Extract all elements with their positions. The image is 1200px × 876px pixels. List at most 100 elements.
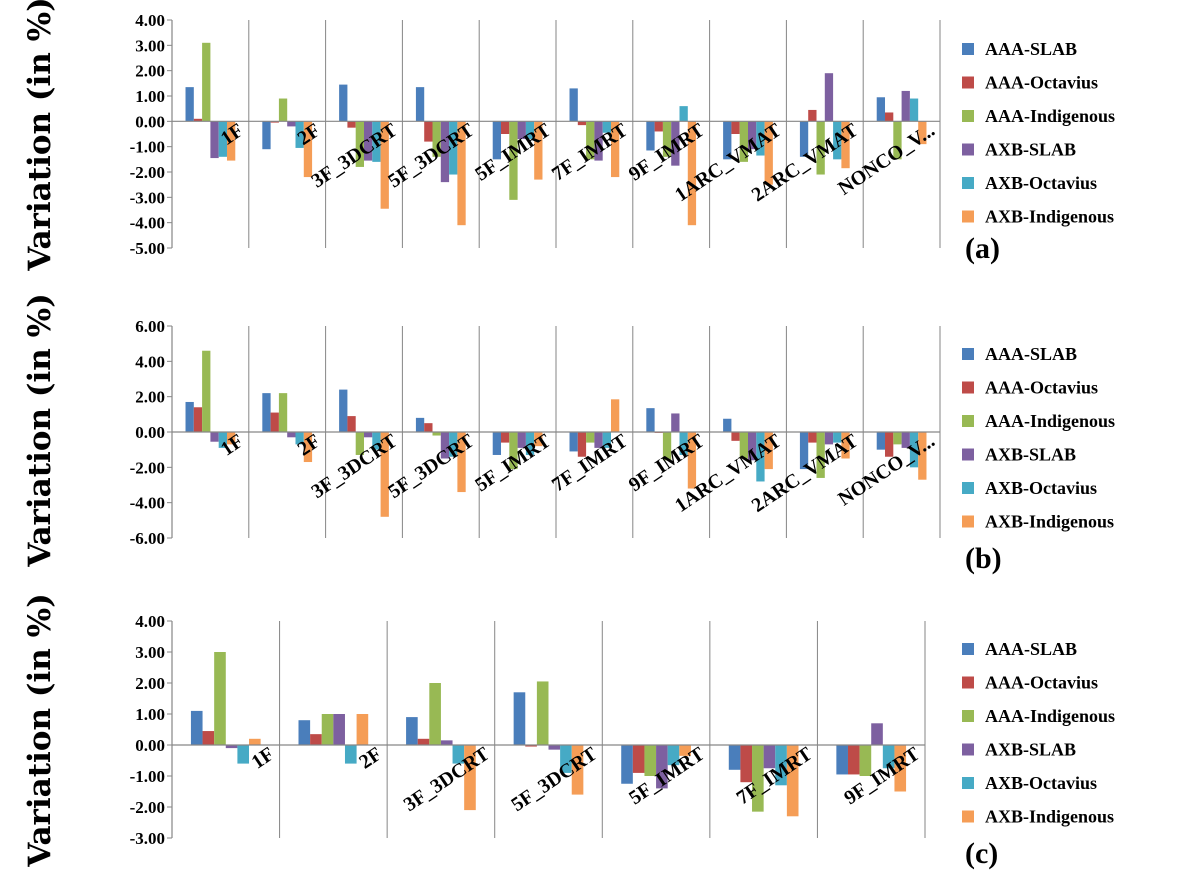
bar-axb-octavius-2arc-vmat [833,121,842,160]
bar-axb-slab-3f-3dcrt [364,432,373,438]
legend-swatch [962,515,974,528]
bar-aaa-indigenous-2arc-vmat [816,432,825,478]
bar-axb-octavius-2f [295,121,304,148]
bar-aaa-indigenous-9f-imrt [859,745,872,776]
y-tick-label: 4.00 [135,11,165,30]
y-tick-label: 4.00 [135,352,165,371]
bar-aaa-indigenous-3f-3dcrt [355,121,364,167]
bar-axb-slab-5f-3dcrt [548,745,561,750]
legend-swatch [962,643,974,655]
bar-axb-slab-9f-imrt [671,121,680,166]
y-tick-label: -4.00 [130,214,165,233]
y-tick-label: -4.00 [130,494,165,513]
bar-aaa-octavius-3f-3dcrt [417,738,430,745]
bar-aaa-slab-1arc-vmat [723,418,732,432]
bar-axb-octavius-3f-3dcrt [452,745,465,764]
chart-panel-a: Variation (in %) 4.00 3.00 2.00 1.00 0.00 -1.0… [22,0,1115,272]
legend-entry: AAA-Indigenous [985,106,1115,126]
bar-axb-indigenous-2f [303,432,313,463]
bar-axb-slab-nonco-v- [901,90,910,122]
bar-aaa-indigenous-5f-3dcrt [536,681,549,745]
y-tick-label: 0.00 [135,112,165,131]
bar-aaa-slab-3f-3dcrt [406,717,418,745]
bar-aaa-octavius-1arc-vmat [731,121,740,134]
bar-aaa-octavius-1f [202,731,215,745]
legend-swatch [962,448,974,461]
bar-aaa-slab-2arc-vmat [799,121,809,157]
legend-swatch [962,43,974,55]
x-category-label: 5F_3DCRT [507,743,601,817]
x-category-label: 3F_3DCRT [400,743,494,817]
bar-aaa-slab-1f [185,401,194,432]
bar-aaa-slab-5f-imrt [492,432,502,455]
legend-swatch [962,810,974,823]
legend-swatch [962,76,974,89]
legend-swatch [962,143,974,156]
bar-aaa-octavius-9f-imrt [847,745,860,775]
legend-entry: AAA-Octavius [985,378,1098,398]
panel-label: (a) [965,232,1000,265]
legend-entry: AXB-Octavius [985,478,1097,498]
bar-aaa-slab-2f [262,393,271,432]
legend-entry: AXB-Octavius [985,773,1097,793]
bar-aaa-slab-5f-3dcrt [415,417,425,432]
bar-aaa-indigenous-3f-3dcrt [355,432,364,455]
bar-axb-indigenous-3f-3dcrt [380,432,389,517]
bar-axb-octavius-2f [344,745,357,764]
bar-aaa-octavius-1f [193,118,203,122]
bar-aaa-octavius-nonco-v- [885,112,894,122]
y-tick-label: 3.00 [135,36,165,55]
bar-aaa-slab-9f-imrt [646,121,655,151]
bar-aaa-slab-nonco-v- [876,432,886,450]
bar-axb-indigenous-3f-3dcrt [464,745,476,811]
bar-axb-octavius-nonco-v- [909,432,919,468]
bar-aaa-slab-1f [185,87,194,122]
bar-aaa-octavius-7f-imrt [740,745,753,783]
bar-aaa-indigenous-1arc-vmat [739,432,748,459]
bar-aaa-indigenous-1f [214,652,226,745]
bar-aaa-octavius-1f [193,407,203,432]
y-tick-label: -6.00 [130,529,165,548]
bar-aaa-octavius-7f-imrt [577,432,587,457]
legend-swatch [962,482,974,494]
bar-aaa-slab-5f-3dcrt [415,87,425,122]
y-tick-label: 1.00 [135,87,165,106]
bar-aaa-indigenous-2f [278,98,288,122]
bar-aaa-indigenous-2arc-vmat [816,121,825,175]
x-category-label: 2F [355,743,386,774]
bar-axb-octavius-1f [218,121,227,157]
bar-axb-octavius-5f-imrt [525,121,535,140]
bar-axb-octavius-2f [295,432,304,445]
bar-axb-slab-1f [225,745,238,749]
bar-aaa-slab-5f-imrt [492,121,502,160]
bar-aaa-indigenous-5f-imrt [644,745,657,776]
bar-aaa-slab-nonco-v- [876,97,886,122]
bar-aaa-indigenous-5f-3dcrt [432,432,441,436]
legend-swatch [962,177,974,189]
y-tick-label: 0.00 [135,423,165,442]
bar-axb-slab-3f-3dcrt [364,121,373,161]
bar-axb-octavius-2arc-vmat [833,432,842,443]
legend-entry: AXB-SLAB [985,740,1076,760]
legend-entry: AAA-Octavius [985,673,1098,693]
bar-axb-indigenous-2arc-vmat [841,121,850,169]
bar-axb-slab-5f-imrt [517,432,526,448]
y-tick-label: -3.00 [130,188,165,207]
bar-axb-slab-7f-imrt [594,432,603,448]
bar-aaa-indigenous-1f [202,42,211,122]
bar-axb-slab-2arc-vmat [824,73,834,122]
bar-aaa-indigenous-7f-imrt [586,121,595,160]
bar-aaa-slab-5f-3dcrt [513,692,526,745]
bar-axb-octavius-7f-imrt [602,432,611,448]
bar-axb-slab-7f-imrt [594,121,603,161]
bar-aaa-octavius-nonco-v- [885,432,894,457]
bar-aaa-indigenous-7f-imrt [586,432,595,443]
bar-aaa-octavius-5f-3dcrt [525,745,537,747]
legend-swatch [962,348,974,360]
bar-aaa-octavius-5f-3dcrt [424,423,433,432]
bar-axb-indigenous-2arc-vmat [841,432,850,459]
bar-aaa-octavius-9f-imrt [654,121,663,132]
bar-aaa-slab-5f-imrt [621,745,633,784]
bar-axb-slab-1arc-vmat [748,121,757,150]
bar-aaa-octavius-2f [270,412,279,432]
